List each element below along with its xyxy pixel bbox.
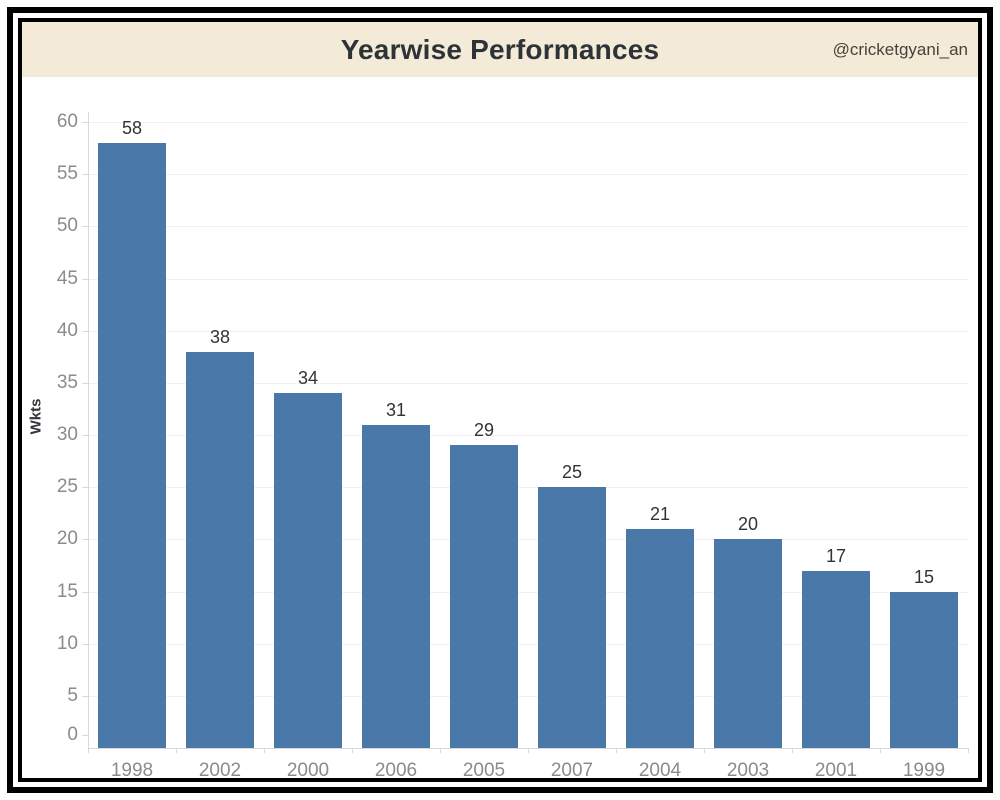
category-boundary-tick xyxy=(616,748,617,753)
category-boundary-tick xyxy=(704,748,705,753)
x-tick-label: 2001 xyxy=(814,760,858,781)
gridline xyxy=(88,330,968,332)
y-tick-label: 55 xyxy=(56,163,78,185)
y-tick-mark xyxy=(82,174,88,176)
y-tick-mark xyxy=(82,487,88,489)
bar xyxy=(714,539,782,748)
y-tick-label: 0 xyxy=(67,724,78,745)
y-tick-label: 5 xyxy=(67,684,78,706)
gridline xyxy=(88,174,968,176)
bar xyxy=(538,487,606,748)
gridline xyxy=(88,435,968,436)
y-tick-label: 25 xyxy=(56,476,78,498)
y-tick-mark xyxy=(82,591,88,593)
y-tick-mark xyxy=(82,278,88,280)
bar-value-label: 25 xyxy=(561,462,583,483)
chart-title: Yearwise Performances xyxy=(340,34,660,65)
y-tick-mark xyxy=(82,330,88,332)
y-tick-label: 15 xyxy=(56,580,78,602)
x-tick-label: 2002 xyxy=(198,760,242,781)
y-tick-label: 45 xyxy=(56,267,78,289)
chart-header-band: Yearwise Performances @cricketgyani_an xyxy=(22,22,978,77)
watermark-handle: @cricketgyani_an xyxy=(832,40,968,59)
inner-frame-border: Yearwise Performances @cricketgyani_an W… xyxy=(18,18,982,782)
bar-value-label: 17 xyxy=(825,545,847,566)
y-tick-mark xyxy=(82,695,88,697)
y-tick-label: 35 xyxy=(56,371,78,393)
x-tick-label: 2006 xyxy=(374,760,418,781)
x-tick-label: 2004 xyxy=(638,760,682,781)
y-tick-label: 20 xyxy=(56,528,78,550)
y-tick-label: 40 xyxy=(56,319,78,341)
category-boundary-tick xyxy=(968,748,969,753)
bar-value-label: 31 xyxy=(385,399,407,420)
bar-value-label: 38 xyxy=(209,326,231,347)
bar-value-label: 15 xyxy=(913,566,935,587)
y-tick-mark xyxy=(82,539,88,541)
category-boundary-tick xyxy=(440,748,441,753)
gridline xyxy=(88,695,968,697)
y-tick-label: 30 xyxy=(56,424,78,445)
y-tick-mark xyxy=(82,735,88,736)
x-tick-label: 2000 xyxy=(286,760,330,781)
x-tick-label: 2003 xyxy=(726,760,770,781)
y-tick-label: 10 xyxy=(56,632,78,654)
y-tick-mark xyxy=(82,643,88,645)
x-tick-label: 2005 xyxy=(462,760,506,781)
category-boundary-tick xyxy=(880,748,881,753)
bar-value-label: 20 xyxy=(737,514,759,535)
x-tick-label: 1998 xyxy=(110,760,154,781)
gridline xyxy=(88,226,968,228)
y-tick-mark xyxy=(82,435,88,436)
bar-value-label: 58 xyxy=(121,117,143,138)
category-boundary-tick xyxy=(264,748,265,753)
gridline xyxy=(88,382,968,384)
y-axis-line xyxy=(88,112,89,748)
y-tick-mark xyxy=(82,122,88,123)
bar xyxy=(98,142,166,748)
y-tick-mark xyxy=(82,382,88,384)
bar-value-label: 34 xyxy=(297,368,319,389)
outer-frame-border: Yearwise Performances @cricketgyani_an W… xyxy=(7,7,993,793)
bar xyxy=(626,528,694,748)
gridline xyxy=(88,643,968,645)
bar xyxy=(450,445,518,748)
bar-value-label: 29 xyxy=(473,420,495,441)
gridline xyxy=(88,539,968,541)
gridline xyxy=(88,122,968,123)
dashboard-content: Yearwise Performances @cricketgyani_an W… xyxy=(22,22,978,781)
bar xyxy=(362,424,430,748)
category-boundary-tick xyxy=(176,748,177,753)
y-tick-label: 50 xyxy=(56,215,78,237)
x-tick-label: 2007 xyxy=(550,760,594,781)
bar-chart: Wkts 0 5 10 15 20 25 30 35 40 45 50 55 60 58 1998 38 200… xyxy=(22,77,978,781)
bar xyxy=(186,351,254,748)
gridline xyxy=(88,487,968,489)
y-tick-label: 60 xyxy=(56,111,78,132)
bar xyxy=(802,570,870,748)
gridline xyxy=(88,591,968,593)
category-boundary-tick xyxy=(88,748,89,753)
bar xyxy=(274,393,342,748)
gridline xyxy=(88,278,968,280)
bar-value-label: 21 xyxy=(649,503,671,524)
category-boundary-tick xyxy=(792,748,793,753)
bar xyxy=(890,591,958,748)
x-tick-label: 1999 xyxy=(902,760,946,781)
y-tick-mark xyxy=(82,226,88,228)
category-boundary-tick xyxy=(352,748,353,753)
category-boundary-tick xyxy=(528,748,529,753)
